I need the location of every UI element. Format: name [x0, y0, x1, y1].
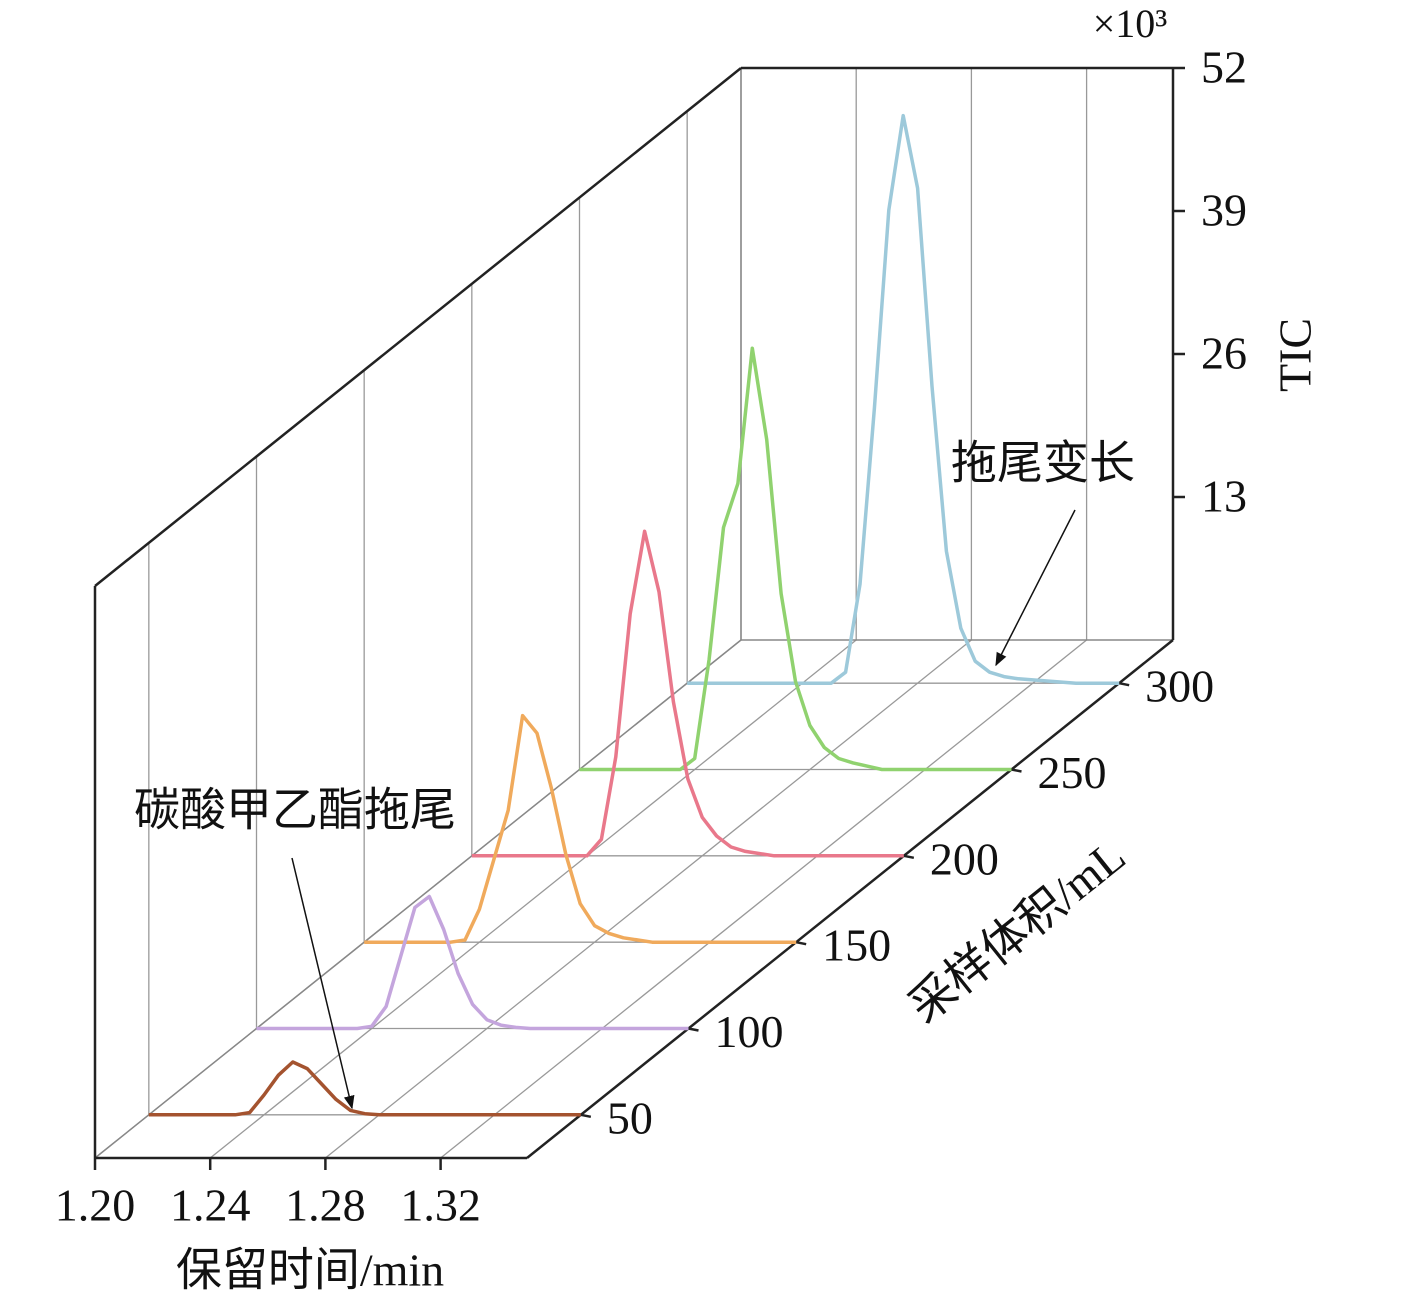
- x-tick-label: 1.28: [285, 1180, 366, 1231]
- frame: [93, 66, 1185, 1170]
- x-tick-label: 1.20: [55, 1180, 136, 1231]
- x-axis-title: 保留时间/min: [176, 1245, 444, 1296]
- y-tick-label: 13: [1201, 471, 1247, 522]
- annotation-arrow: [995, 509, 1076, 667]
- y-axis-unit: ×10³: [1093, 1, 1168, 46]
- y-axis-title: TIC: [1270, 318, 1321, 392]
- floor-grid-line: [440, 639, 1088, 1159]
- annotation: 拖尾变长: [951, 438, 1135, 489]
- series-line: [687, 113, 1120, 685]
- z-tick-label: 300: [1145, 661, 1214, 712]
- series-line: [148, 1060, 581, 1117]
- z-tick: [1118, 681, 1130, 687]
- z-tick-label: 200: [930, 833, 999, 884]
- annotation-arrow: [291, 857, 355, 1110]
- z-tick-label: 250: [1038, 747, 1107, 798]
- floor-grid-line: [209, 639, 857, 1159]
- series-line: [256, 894, 689, 1031]
- z-tick-label: 150: [822, 920, 891, 971]
- z-tick: [1011, 768, 1022, 773]
- x-tick-label: 1.32: [400, 1180, 481, 1231]
- z-tick-label: 100: [715, 1006, 784, 1057]
- series-line: [364, 713, 797, 944]
- z-tick: [580, 1113, 592, 1119]
- z-axis: [526, 639, 1174, 1159]
- series-line: [579, 346, 1012, 772]
- series-lines: [148, 113, 1120, 1117]
- z-tick: [795, 940, 807, 946]
- frame-edge: [94, 639, 742, 1159]
- y-tick-label: 26: [1201, 328, 1247, 379]
- labels: 1.20 1.24 1.28 1.32 13 26 39 52 50 100 150 200 250 30…: [55, 42, 1247, 1231]
- y-tick-label: 52: [1201, 42, 1247, 93]
- z-tick: [688, 1027, 699, 1032]
- x-tick-label: 1.24: [170, 1180, 251, 1231]
- floor-grid-line: [324, 639, 972, 1159]
- series-line: [471, 529, 904, 858]
- z-tick-label: 50: [607, 1092, 653, 1143]
- z-tick: [903, 854, 915, 860]
- annotation: 碳酸甲乙酯拖尾: [134, 785, 456, 836]
- y-tick-label: 39: [1201, 185, 1247, 236]
- frame-edge: [94, 67, 742, 587]
